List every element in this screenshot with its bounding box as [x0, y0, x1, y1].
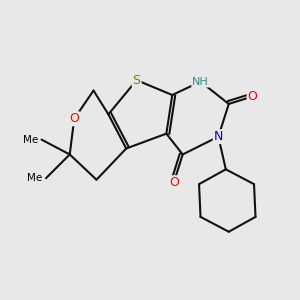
- Text: O: O: [248, 90, 257, 103]
- Text: Me: Me: [27, 173, 42, 183]
- Text: Me: Me: [23, 135, 38, 145]
- Text: O: O: [169, 176, 179, 189]
- Text: N: N: [214, 130, 223, 143]
- Text: S: S: [133, 74, 141, 87]
- Text: NH: NH: [192, 76, 209, 87]
- Text: O: O: [69, 112, 79, 125]
